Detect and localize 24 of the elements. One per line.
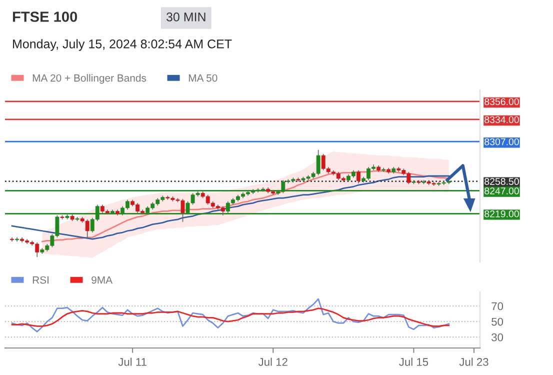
candlestick xyxy=(356,170,360,184)
line-series xyxy=(11,298,450,332)
x-tick-label: Jul 11 xyxy=(118,358,146,366)
line-series xyxy=(41,170,450,242)
line-series xyxy=(11,308,450,327)
legend-label: MA 20 + Bollinger Bands xyxy=(32,74,146,84)
y-tick-label: 70 xyxy=(492,302,504,310)
chart-title: FTSE 100 xyxy=(12,12,78,22)
y-tick-label: 8258.50 xyxy=(484,178,519,185)
legend-label: RSI xyxy=(32,276,48,284)
chart-subtitle: Monday, July 15, 2024 8:02:54 AM CET xyxy=(13,39,232,51)
y-tick-label: 8307.00 xyxy=(484,138,519,146)
y-tick-label: 8219.00 xyxy=(484,210,519,218)
legend-label: MA 50 xyxy=(188,74,218,82)
x-tick-label: Jul 12 xyxy=(258,358,288,366)
y-tick-label: 8356.00 xyxy=(484,98,519,106)
y-tick-label: 8247.00 xyxy=(484,187,519,194)
y-tick-label: 8334.00 xyxy=(484,116,519,124)
y-tick-label: 50 xyxy=(492,318,504,326)
legend-label: 9MA xyxy=(92,276,113,284)
x-tick-label: Jul 15 xyxy=(399,358,428,366)
text: 30 MIN xyxy=(166,12,206,22)
x-tick-label: Jul 23 xyxy=(459,358,488,366)
y-tick-label: 30 xyxy=(492,333,504,342)
